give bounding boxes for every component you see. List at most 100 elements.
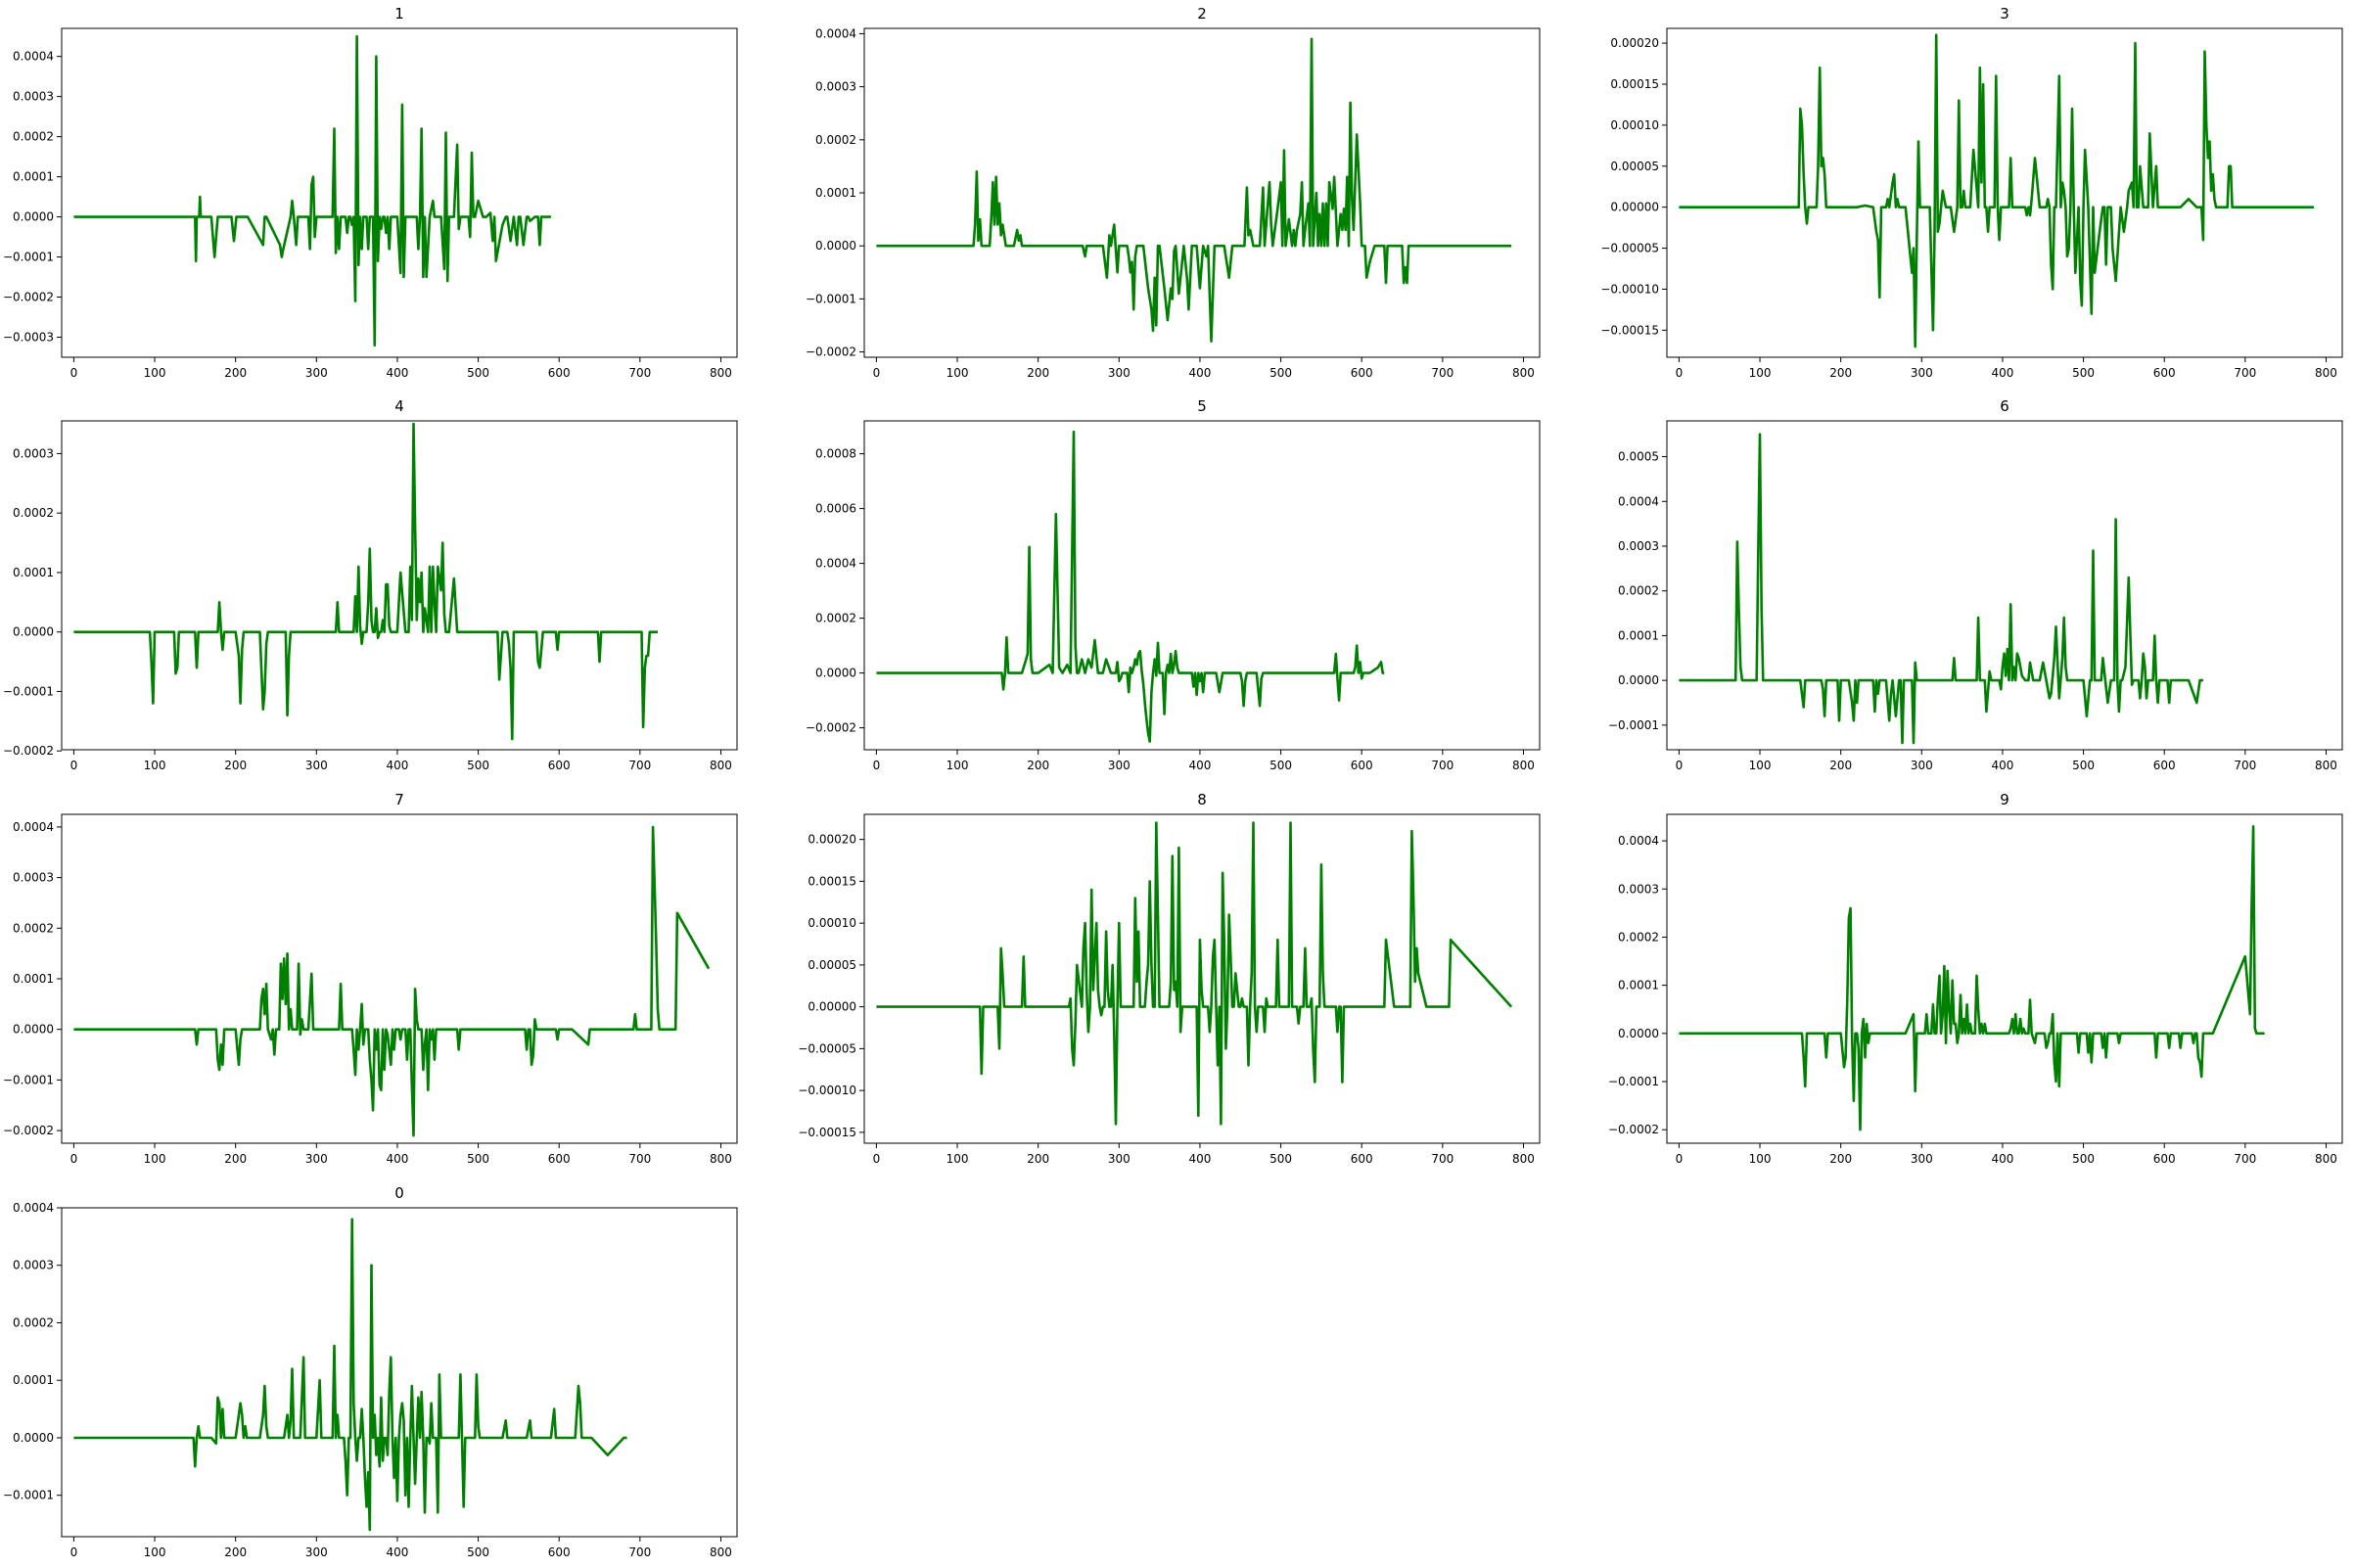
x-tick-label: 500 (467, 1545, 489, 1559)
y-tick-label: 0.0002 (1618, 930, 1659, 944)
x-tick-label: 300 (305, 366, 328, 380)
x-tick-label: 600 (548, 366, 571, 380)
y-tick-label: −0.0002 (806, 721, 856, 735)
y-tick-label: −0.00005 (1600, 242, 1659, 255)
x-tick-label: 500 (2072, 759, 2095, 772)
x-tick-label: 700 (2234, 1152, 2256, 1166)
plot-frame (863, 27, 1541, 358)
y-tick-label: 0.0001 (13, 566, 54, 579)
x-tick-label: 600 (2153, 366, 2176, 380)
series-line (1679, 33, 2315, 348)
y-tick-label: 0.0004 (13, 1201, 54, 1215)
x-tick-label: 700 (628, 366, 651, 380)
x-tick-label: 500 (1269, 1152, 1292, 1166)
x-tick-label: 300 (1108, 759, 1131, 772)
x-tick-label: 100 (946, 1152, 969, 1166)
x-tick-label: 0 (1676, 759, 1684, 772)
y-tick-label: 0.0008 (815, 447, 856, 461)
x-tick-label: 100 (946, 759, 969, 772)
plot-frame (61, 813, 738, 1144)
x-tick-label: 300 (1911, 1152, 1933, 1166)
y-tick-label: 0.0000 (13, 210, 54, 224)
subplot-title: 7 (394, 791, 404, 808)
x-tick-label: 300 (1108, 366, 1131, 380)
x-tick-label: 400 (1991, 1152, 2013, 1166)
y-tick-label: 0.00010 (1610, 118, 1659, 132)
x-tick-label: 800 (710, 1545, 732, 1559)
y-tick-label: 0.0002 (13, 1315, 54, 1329)
x-tick-label: 100 (144, 1545, 166, 1559)
y-tick-label: 0.0005 (1618, 450, 1659, 464)
plot-frame (863, 420, 1541, 751)
y-tick-label: 0.0003 (13, 90, 54, 104)
y-tick-label: −0.0001 (3, 1073, 54, 1086)
x-tick-label: 700 (1431, 759, 1454, 772)
x-tick-label: 800 (2315, 366, 2337, 380)
y-tick-label: 0.0000 (1618, 673, 1659, 687)
y-tick-label: 0.0000 (1618, 1027, 1659, 1040)
y-tick-label: 0.0003 (13, 1259, 54, 1272)
subplot-4: 4 0 100 200 300 400 500 600 700 800 −0.0002 −0.0001… (3, 397, 738, 772)
x-tick-label: 100 (1749, 759, 1772, 772)
x-tick-label: 800 (1512, 759, 1535, 772)
x-tick-label: 600 (2153, 1152, 2176, 1166)
subplot-2: 2 0 100 200 300 400 500 600 700 800 −0.0002 −0.0001… (806, 5, 1541, 380)
y-tick-label: −0.00010 (798, 1084, 856, 1097)
y-tick-label: −0.00015 (798, 1126, 856, 1139)
x-tick-label: 400 (386, 1152, 408, 1166)
y-tick-label: 0.0002 (1618, 584, 1659, 598)
series-line (73, 825, 711, 1137)
x-tick-label: 400 (386, 366, 408, 380)
x-tick-label: 500 (1269, 366, 1292, 380)
plot-frame (1666, 813, 2343, 1144)
subplot-7: 7 0 100 200 300 400 500 600 700 800 −0.0002 −0.0001… (3, 791, 738, 1166)
x-tick-label: 600 (548, 759, 571, 772)
x-tick-label: 0 (70, 1545, 78, 1559)
plot-frame (61, 27, 738, 358)
subplot-title: 4 (394, 397, 404, 415)
x-tick-label: 200 (1027, 759, 1049, 772)
y-tick-label: 0.0006 (815, 502, 856, 516)
subplot-title: 5 (1197, 397, 1207, 415)
x-tick-label: 200 (224, 1152, 247, 1166)
subplot-1: 1 0 100 200 300 400 500 600 700 800 −0.0003 −0.0002… (3, 5, 738, 380)
y-tick-label: −0.00015 (1600, 323, 1659, 337)
plot-frame (61, 420, 738, 751)
y-tick-label: −0.0001 (3, 684, 54, 698)
x-tick-label: 400 (1188, 1152, 1211, 1166)
x-tick-label: 400 (1991, 759, 2013, 772)
x-tick-label: 0 (1676, 1152, 1684, 1166)
y-tick-label: −0.0001 (3, 251, 54, 264)
y-tick-label: 0.0004 (815, 26, 856, 40)
x-tick-label: 800 (1512, 1152, 1535, 1166)
subplot-9: 9 0 100 200 300 400 500 600 700 800 −0.0002 −0.0001… (1608, 791, 2343, 1166)
x-tick-label: 0 (873, 759, 881, 772)
x-tick-label: 200 (224, 366, 247, 380)
y-tick-label: 0.0002 (13, 506, 54, 520)
y-tick-label: 0.0004 (13, 820, 54, 834)
y-tick-label: 0.0003 (815, 80, 856, 94)
y-tick-label: 0.0004 (1618, 494, 1659, 508)
x-tick-label: 600 (1351, 366, 1373, 380)
plot-frame (61, 1207, 738, 1538)
x-tick-label: 500 (2072, 1152, 2095, 1166)
x-tick-label: 0 (70, 759, 78, 772)
series-line (876, 430, 1385, 743)
y-tick-label: 0.00020 (808, 833, 856, 847)
x-tick-label: 300 (1911, 759, 1933, 772)
x-tick-label: 100 (1749, 1152, 1772, 1166)
y-tick-label: 0.0000 (815, 239, 856, 253)
x-tick-label: 0 (873, 1152, 881, 1166)
x-tick-label: 500 (467, 1152, 489, 1166)
x-tick-label: 300 (305, 1545, 328, 1559)
subplot-title: 3 (2000, 5, 2009, 23)
x-tick-label: 100 (144, 759, 166, 772)
x-tick-label: 0 (873, 366, 881, 380)
y-tick-label: −0.0002 (3, 744, 54, 758)
x-tick-label: 0 (70, 366, 78, 380)
y-tick-label: 0.0003 (1618, 539, 1659, 553)
subplot-title: 1 (394, 5, 404, 23)
y-tick-label: 0.0001 (1618, 979, 1659, 992)
x-tick-label: 100 (144, 366, 166, 380)
